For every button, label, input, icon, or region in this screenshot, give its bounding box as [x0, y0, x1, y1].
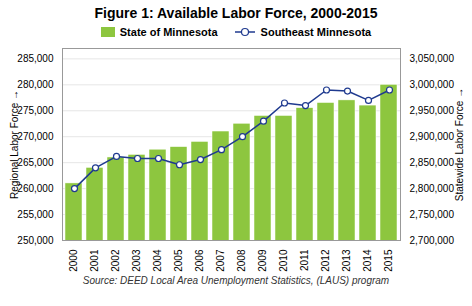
svg-text:2000: 2000 — [68, 249, 79, 272]
svg-text:2014: 2014 — [362, 249, 373, 272]
svg-text:2013: 2013 — [341, 249, 352, 272]
svg-text:250,000: 250,000 — [17, 235, 54, 246]
svg-text:3,050,000: 3,050,000 — [410, 53, 455, 64]
svg-text:280,000: 280,000 — [17, 79, 54, 90]
svg-text:2002: 2002 — [110, 249, 121, 272]
svg-text:2012: 2012 — [320, 249, 331, 272]
svg-text:3,000,000: 3,000,000 — [410, 79, 455, 90]
svg-text:2007: 2007 — [215, 249, 226, 272]
svg-text:Regional Labor Force →: Regional Labor Force → — [9, 90, 20, 199]
html-text:Southeast Minnesota: Southeast Minnesota — [260, 26, 372, 38]
svg-text:2004: 2004 — [152, 249, 163, 272]
svg-text:2005: 2005 — [173, 249, 184, 272]
svg-text:2015: 2015 — [383, 249, 394, 272]
svg-text:2,950,000: 2,950,000 — [410, 105, 455, 116]
svg-text:2,700,000: 2,700,000 — [410, 235, 455, 246]
svg-text:2,900,000: 2,900,000 — [410, 131, 455, 142]
svg-text:260,000: 260,000 — [17, 183, 54, 194]
svg-text:2009: 2009 — [257, 249, 268, 272]
svg-text:2003: 2003 — [131, 249, 142, 272]
svg-text:2,800,000: 2,800,000 — [410, 183, 455, 194]
svg-text:Statewide Labor Force →: Statewide Labor Force → — [454, 88, 465, 201]
html-text:Figure 1: Available Labor Forc: Figure 1: Available Labor Force, 2000-20… — [94, 5, 378, 21]
svg-text:255,000: 255,000 — [17, 209, 54, 220]
svg-text:265,000: 265,000 — [17, 157, 54, 168]
svg-text:2006: 2006 — [194, 249, 205, 272]
svg-text:2,850,000: 2,850,000 — [410, 157, 455, 168]
svg-text:275,000: 275,000 — [17, 105, 54, 116]
svg-text:2010: 2010 — [278, 249, 289, 272]
svg-text:270,000: 270,000 — [17, 131, 54, 142]
svg-text:285,000: 285,000 — [17, 53, 54, 64]
svg-text:2,750,000: 2,750,000 — [410, 209, 455, 220]
html-text:Source: DEED Local Area Unempl: Source: DEED Local Area Unemployment Sta… — [82, 275, 390, 286]
svg-text:2001: 2001 — [89, 249, 100, 272]
html-text:State of Minnesota: State of Minnesota — [119, 26, 218, 38]
svg-text:2011: 2011 — [299, 249, 310, 271]
svg-text:2008: 2008 — [236, 249, 247, 272]
